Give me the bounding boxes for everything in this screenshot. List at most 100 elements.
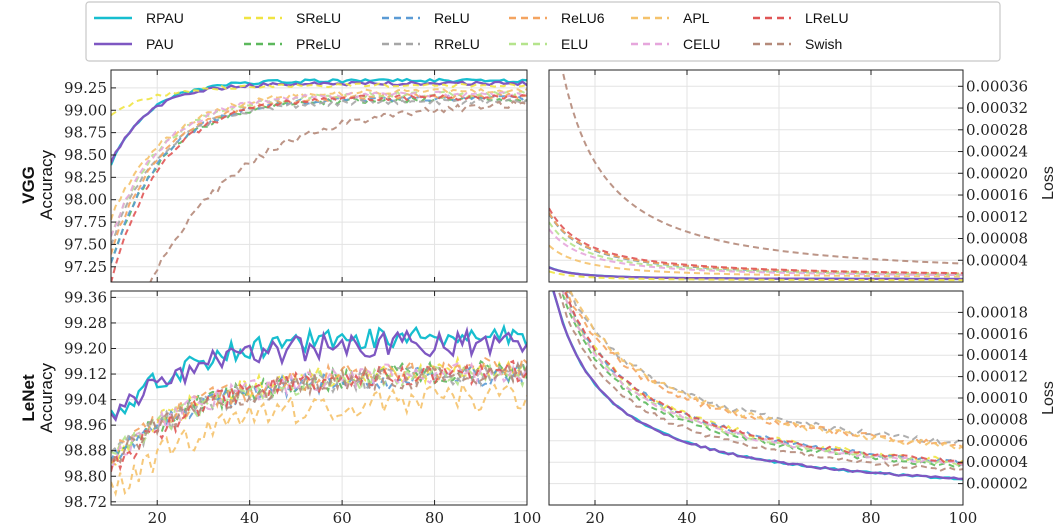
y-tick-label: 99.36 [64, 288, 107, 306]
y-tick-label: 98.80 [64, 467, 107, 485]
legend: RPAU PAU SReLU PReLU ReLU RReLU ReLU6 ELU APL CEL… [94, 10, 849, 52]
y-tick-label: 97.25 [64, 258, 107, 276]
legend-entry-srelu: SReLU [244, 10, 341, 26]
y-tick-label: 0.00016 [966, 186, 1028, 204]
panel-vgg-accuracy: 97.25 97.50 97.75 98.00 98.25 98.50 98.75 99.00… [64, 69, 528, 283]
panel-vgg-loss: 0.00004 0.00008 0.00012 0.00016 0.00020 0.000… [548, 69, 1028, 283]
legend-label: ReLU [434, 10, 470, 26]
series-prelu [560, 291, 963, 468]
series-celu [111, 90, 527, 237]
y-tick-label: 0.00020 [966, 164, 1028, 182]
series-rpau [111, 77, 527, 166]
series-swish [561, 70, 963, 265]
series-swish [557, 291, 963, 473]
series-relu6 [111, 92, 527, 255]
series-rrelu [111, 363, 527, 453]
y-tick-label: 98.96 [64, 416, 107, 434]
panels: 97.25 97.50 97.75 98.00 98.25 98.50 98.75 99.00… [64, 69, 1028, 527]
legend-label: RPAU [146, 10, 184, 26]
legend-entry-relu6: ReLU6 [509, 10, 605, 26]
x-tick-label: 80 [425, 509, 444, 527]
series-pau [111, 326, 527, 423]
series-rpau [111, 323, 527, 420]
panel-lenet-accuracy: 98.72 98.80 98.88 98.96 99.04 99.12 99.20 99.28… [64, 288, 541, 527]
legend-label: ReLU6 [561, 10, 605, 26]
series-prelu [111, 96, 527, 264]
series-rrelu [566, 291, 963, 445]
series-relu6 [565, 291, 963, 449]
legend-entry-pau: PAU [94, 36, 174, 52]
legend-label: Swish [805, 36, 842, 52]
y-tick-label: 0.00012 [966, 208, 1028, 226]
y-tick-label: 0.00032 [966, 99, 1028, 117]
series-relu6 [111, 356, 527, 467]
y-tick-label: 0.00036 [966, 77, 1028, 95]
y-tick-label: 0.00012 [966, 368, 1028, 386]
y-tick-label: 0.00004 [966, 453, 1028, 471]
panel-lenet-loss: 0.00002 0.00004 0.00006 0.00008 0.00010 0.000… [548, 290, 1028, 527]
series-apl [549, 244, 963, 278]
y-tick-label: 98.00 [64, 191, 107, 209]
series-elu [549, 221, 963, 276]
y-tick-label: 0.00008 [966, 410, 1028, 428]
legend-label: LReLU [805, 10, 849, 26]
y-tick-label: 0.00024 [966, 143, 1028, 161]
y-tick-label: 0.00018 [966, 303, 1028, 321]
series-lrelu [563, 291, 963, 465]
row-label-vgg-metric: Accuracy [37, 150, 56, 220]
y-tick-label: 98.75 [64, 124, 107, 142]
series-pau [111, 80, 527, 164]
y-tick-label: 98.72 [64, 493, 107, 511]
x-tick-label: 80 [861, 509, 880, 527]
row-label-lenet: LeNet [19, 374, 38, 422]
y-tick-label: 97.75 [64, 213, 107, 231]
legend-label: PAU [146, 36, 174, 52]
series-prelu [549, 212, 963, 275]
y-tick-label: 97.50 [64, 235, 107, 253]
y-tick-label: 0.00016 [966, 325, 1028, 343]
legend-entry-apl: APL [631, 10, 710, 26]
x-tick-label: 20 [148, 509, 167, 527]
legend-label: ELU [561, 36, 588, 52]
series-relu [564, 291, 963, 465]
y-tick-label: 99.00 [64, 101, 107, 119]
series-relu [549, 212, 963, 275]
series-swish [149, 100, 527, 282]
y-tick-label: 99.25 [64, 79, 107, 97]
x-tick-label: 40 [677, 509, 696, 527]
loss-label-lenet: Loss [1040, 381, 1057, 415]
legend-label: APL [683, 10, 710, 26]
legend-box [85, 1, 1001, 62]
series-rrelu [549, 212, 963, 275]
y-tick-label: 0.00028 [966, 121, 1028, 139]
series-lrelu [111, 93, 527, 282]
legend-entry-swish: Swish [753, 36, 842, 52]
series-relu6 [549, 212, 963, 275]
y-tick-label: 0.00002 [966, 475, 1028, 493]
series-apl [111, 381, 527, 498]
y-tick-label: 99.28 [64, 314, 107, 332]
legend-label: RReLU [434, 36, 480, 52]
series-srelu [111, 82, 527, 117]
loss-label-vgg: Loss [1040, 166, 1057, 200]
series-apl [569, 291, 963, 451]
y-tick-label: 0.00010 [966, 389, 1028, 407]
y-tick-label: 99.12 [64, 365, 107, 383]
x-tick-label: 40 [240, 509, 259, 527]
legend-entry-relu: ReLU [382, 10, 470, 26]
y-tick-label: 98.50 [64, 146, 107, 164]
series-srelu [549, 270, 963, 282]
x-tick-label: 100 [513, 509, 542, 527]
y-tick-label: 0.00008 [966, 230, 1028, 248]
series-lrelu [549, 207, 963, 275]
legend-entry-rrelu: RReLU [382, 36, 480, 52]
x-tick-label: 20 [585, 509, 604, 527]
y-tick-label: 0.00014 [966, 346, 1028, 364]
row-label-vgg: VGG [19, 166, 38, 204]
legend-entry-celu: CELU [631, 36, 720, 52]
legend-label: CELU [683, 36, 720, 52]
series-relu [111, 94, 527, 264]
row-label-lenet-metric: Accuracy [37, 363, 56, 433]
series-celu [561, 291, 963, 467]
